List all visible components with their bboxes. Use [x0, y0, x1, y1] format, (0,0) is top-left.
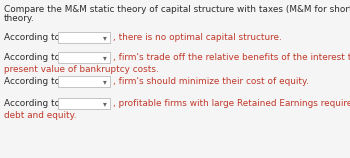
Text: ▾: ▾: [103, 33, 107, 42]
Text: , profitable firms with large Retained Earnings require less external: , profitable firms with large Retained E…: [113, 99, 350, 108]
FancyBboxPatch shape: [58, 98, 110, 109]
Text: According to: According to: [4, 33, 60, 42]
Text: theory.: theory.: [4, 14, 35, 23]
FancyBboxPatch shape: [58, 32, 110, 43]
Text: , there is no optimal capital structure.: , there is no optimal capital structure.: [113, 33, 282, 42]
Text: , firm's trade off the relative benefits of the interest tax shield with the: , firm's trade off the relative benefits…: [113, 53, 350, 62]
Text: According to: According to: [4, 77, 60, 86]
Text: ▾: ▾: [103, 53, 107, 62]
Text: present value of bankruptcy costs.: present value of bankruptcy costs.: [4, 65, 159, 74]
FancyBboxPatch shape: [58, 52, 110, 63]
Text: According to: According to: [4, 99, 60, 108]
FancyBboxPatch shape: [58, 76, 110, 87]
Text: , firm's should minimize their cost of equity.: , firm's should minimize their cost of e…: [113, 77, 309, 86]
Text: Compare the M&M static theory of capital structure with taxes (M&M for short) wi: Compare the M&M static theory of capital…: [4, 5, 350, 14]
Text: debt and equity.: debt and equity.: [4, 111, 76, 120]
Text: ▾: ▾: [103, 77, 107, 86]
Text: According to: According to: [4, 53, 60, 62]
Text: ▾: ▾: [103, 99, 107, 108]
